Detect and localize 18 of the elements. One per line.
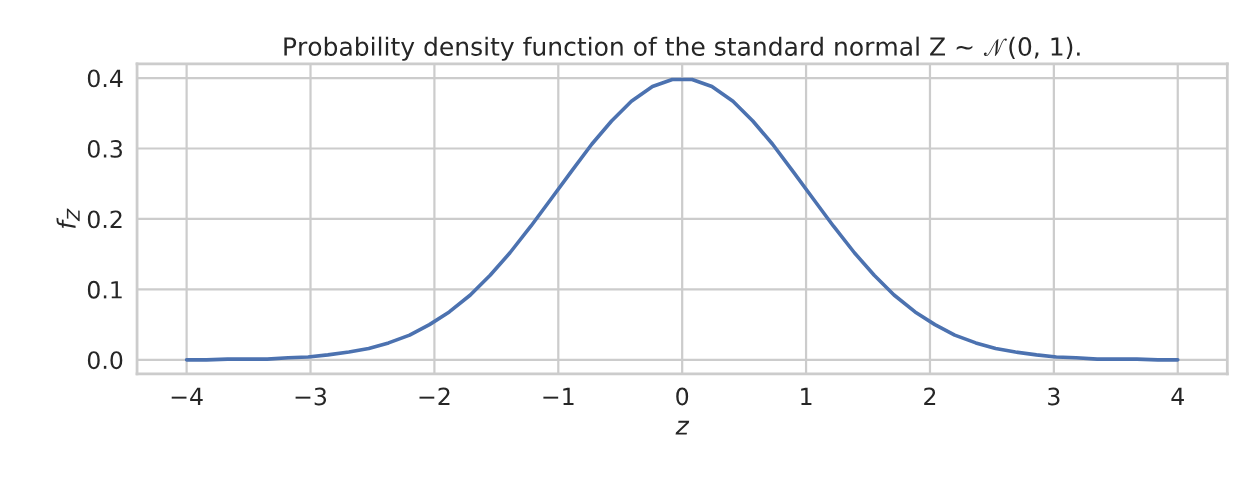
y-tick-label: 0.0: [87, 351, 123, 370]
y-axis-title: f$_{Z}$: [56, 208, 80, 229]
x-tick-label: 3: [1048, 387, 1060, 406]
x-tick-label: −1: [543, 387, 574, 406]
x-tick-label: 4: [1171, 387, 1184, 406]
x-axis-title: z: [675, 420, 690, 435]
x-tick-label: −4: [171, 387, 203, 406]
x-tick-label: 0: [676, 387, 689, 406]
y-tick-label: 0.3: [87, 139, 122, 158]
x-tick-label: −2: [419, 387, 450, 406]
x-tick-label: −3: [295, 387, 327, 406]
chart-title: Probability density function of the standard normal Z ∼ 𝒩(0, 1).: [284, 36, 1080, 61]
x-tick-label: 1: [801, 387, 812, 406]
y-tick-label: 0.1: [87, 280, 122, 299]
y-tick-label: 0.4: [87, 69, 123, 88]
y-tick-label: 0.2: [87, 210, 122, 229]
line-series: [184, 77, 1180, 362]
x-tick-label: 2: [924, 387, 936, 406]
